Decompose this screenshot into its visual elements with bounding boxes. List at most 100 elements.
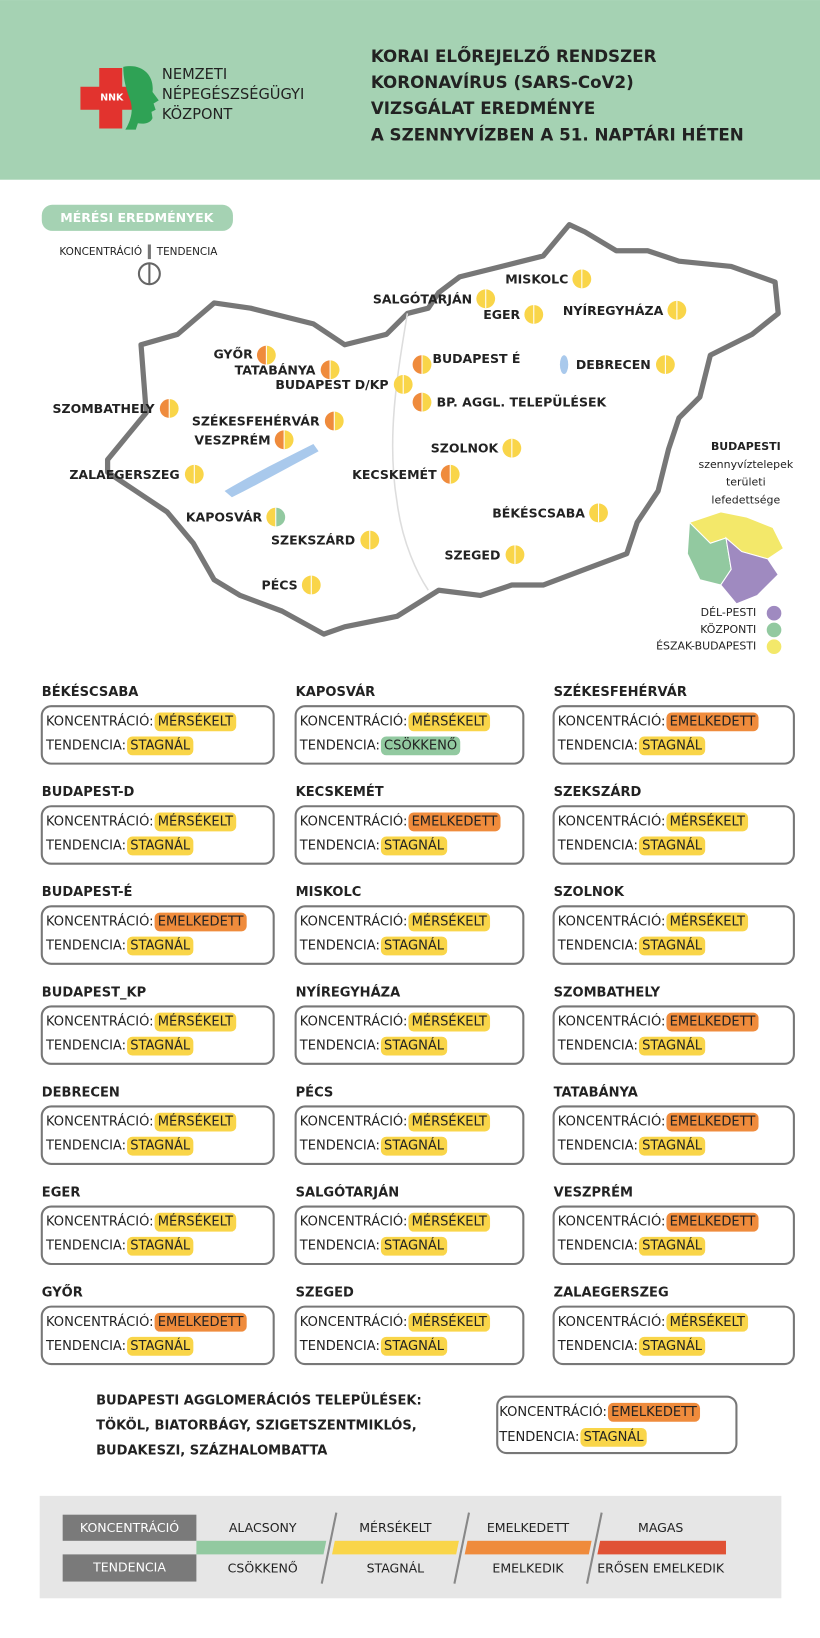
field-label: TENDENCIA: [299,939,380,954]
field-value: STAGNÁL [384,938,445,954]
section-pill [41,204,233,231]
field-value: STAGNÁL [384,1338,445,1354]
field-value: STAGNÁL [384,1138,445,1154]
value-badge [666,912,749,932]
field-value: STAGNÁL [130,1238,191,1254]
field-value: EMELKEDETT [611,1405,697,1420]
site-dot-right [422,355,432,375]
field-value: STAGNÁL [642,938,703,954]
site-dot-left [502,438,512,458]
site-label: ZALAEGERSZEG [69,467,179,482]
legend-title: TENDENCIA [92,1559,166,1574]
aggl-line: BUDAPESTI AGGLOMERÁCIÓS TELEPÜLÉSEK: [96,1392,422,1408]
field-value: STAGNÁL [384,1038,445,1054]
section-label: MÉRÉSI EREDMÉNYEK [60,210,214,225]
field-value: STAGNÁL [642,1038,703,1054]
logo-text: NÉPEGÉSZSÉGÜGYI [162,85,304,103]
title-line: KORAI ELŐREJELZŐ RENDSZER [371,46,657,66]
site-label: KECSKEMÉT [352,467,437,482]
lake [559,355,569,375]
legend-level: EMELKEDETT [487,1520,570,1535]
field-value: EMELKEDETT [670,1015,756,1030]
value-badge [380,736,461,756]
site-dot-left [412,392,423,412]
field-label: KONCENTRÁCIÓ: [300,1114,408,1130]
site-label: PÉCS [262,578,298,593]
value-badge [666,1312,749,1332]
field-value: MÉRSÉKELT [158,813,233,829]
field-label: KONCENTRÁCIÓ: [46,913,154,929]
value-badge [408,1012,491,1032]
budapest-minimap [686,511,785,605]
field-label: TENDENCIA: [45,1139,126,1154]
field-value: MÉRSÉKELT [412,1314,487,1330]
value-badge [127,736,194,756]
field-value: MÉRSÉKELT [670,1314,745,1330]
site-dot-right [275,507,286,527]
field-label: KONCENTRÁCIÓ: [300,1214,408,1230]
value-badge [127,936,194,956]
value-badge [154,812,237,832]
value-badge [380,1236,448,1256]
site-dot-right [533,305,544,324]
district-label: ÉSZAK-BUDAPESTI [656,640,756,653]
legend-slash [453,1512,471,1584]
field-label: TENDENCIA: [45,738,126,753]
card-title: EGER [42,1185,81,1200]
site-dot-right [422,392,432,412]
site-dot-left [159,399,170,418]
field-value: EMELKEDETT [158,914,244,929]
field-label: KONCENTRÁCIÓ: [300,713,408,729]
field-label: TENDENCIA: [557,1139,638,1154]
field-label: KONCENTRÁCIÓ: [558,713,666,729]
site-label: SZÉKESFEHÉRVÁR [192,414,320,429]
field-label: KONCENTRÁCIÓ: [46,1314,154,1330]
river [391,313,429,591]
field-label: KONCENTRÁCIÓ: [300,1314,408,1330]
field-value: EMELKEDETT [158,1315,244,1330]
card-title: KECSKEMÉT [296,784,384,800]
minimap-title: lefedettsége [711,493,780,506]
site-label: KAPOSVÁR [186,510,263,525]
site-dot-right [403,375,413,394]
value-badge [380,836,448,856]
site-label: SZEGED [444,547,500,562]
field-value: MÉRSÉKELT [158,713,233,729]
site-dot-right [665,355,675,375]
value-badge [638,1336,706,1356]
field-value: STAGNÁL [642,1238,703,1254]
legend-bar [329,1540,462,1555]
field-value: CSÖKKENŐ [384,736,457,753]
logo-text: NEMZETI [162,66,227,83]
card-title: SALGÓTARJÁN [296,1184,400,1200]
value-badge [666,712,759,732]
card-title: SZÉKESFEHÉRVÁR [554,684,687,700]
site-label: NYÍREGYHÁZA [563,303,664,318]
field-label: TENDENCIA: [557,1339,638,1354]
field-label: TENDENCIA: [45,838,126,853]
field-value: STAGNÁL [130,1038,191,1054]
field-value: STAGNÁL [130,1338,191,1354]
legend-slash [320,1512,338,1584]
site-dot-left [301,575,312,595]
site-dot-right [581,269,592,289]
field-label: KONCENTRÁCIÓ: [558,1014,666,1030]
value-badge [638,936,706,956]
field-label: KONCENTRÁCIÓ: [46,1214,154,1230]
field-label: KONCENTRÁCIÓ: [46,1114,154,1130]
field-value: MÉRSÉKELT [670,913,745,929]
site-label: SZEKSZÁRD [271,533,355,548]
site-dot-left [476,289,486,309]
field-label: TENDENCIA: [299,1339,380,1354]
value-badge [408,1112,491,1132]
value-badge [580,1427,647,1447]
site-label: TATABÁNYA [235,362,316,377]
value-badge [638,1136,706,1156]
field-value: EMELKEDETT [670,1215,756,1230]
field-label: TENDENCIA: [45,1039,126,1054]
minimap-title: szennyvíztelepek [698,458,793,471]
legend-bar [594,1540,726,1555]
legend-level: EMELKEDIK [492,1561,564,1576]
card-title: BUDAPEST-D [42,785,135,800]
district-label: DÉL-PESTI [701,606,757,619]
